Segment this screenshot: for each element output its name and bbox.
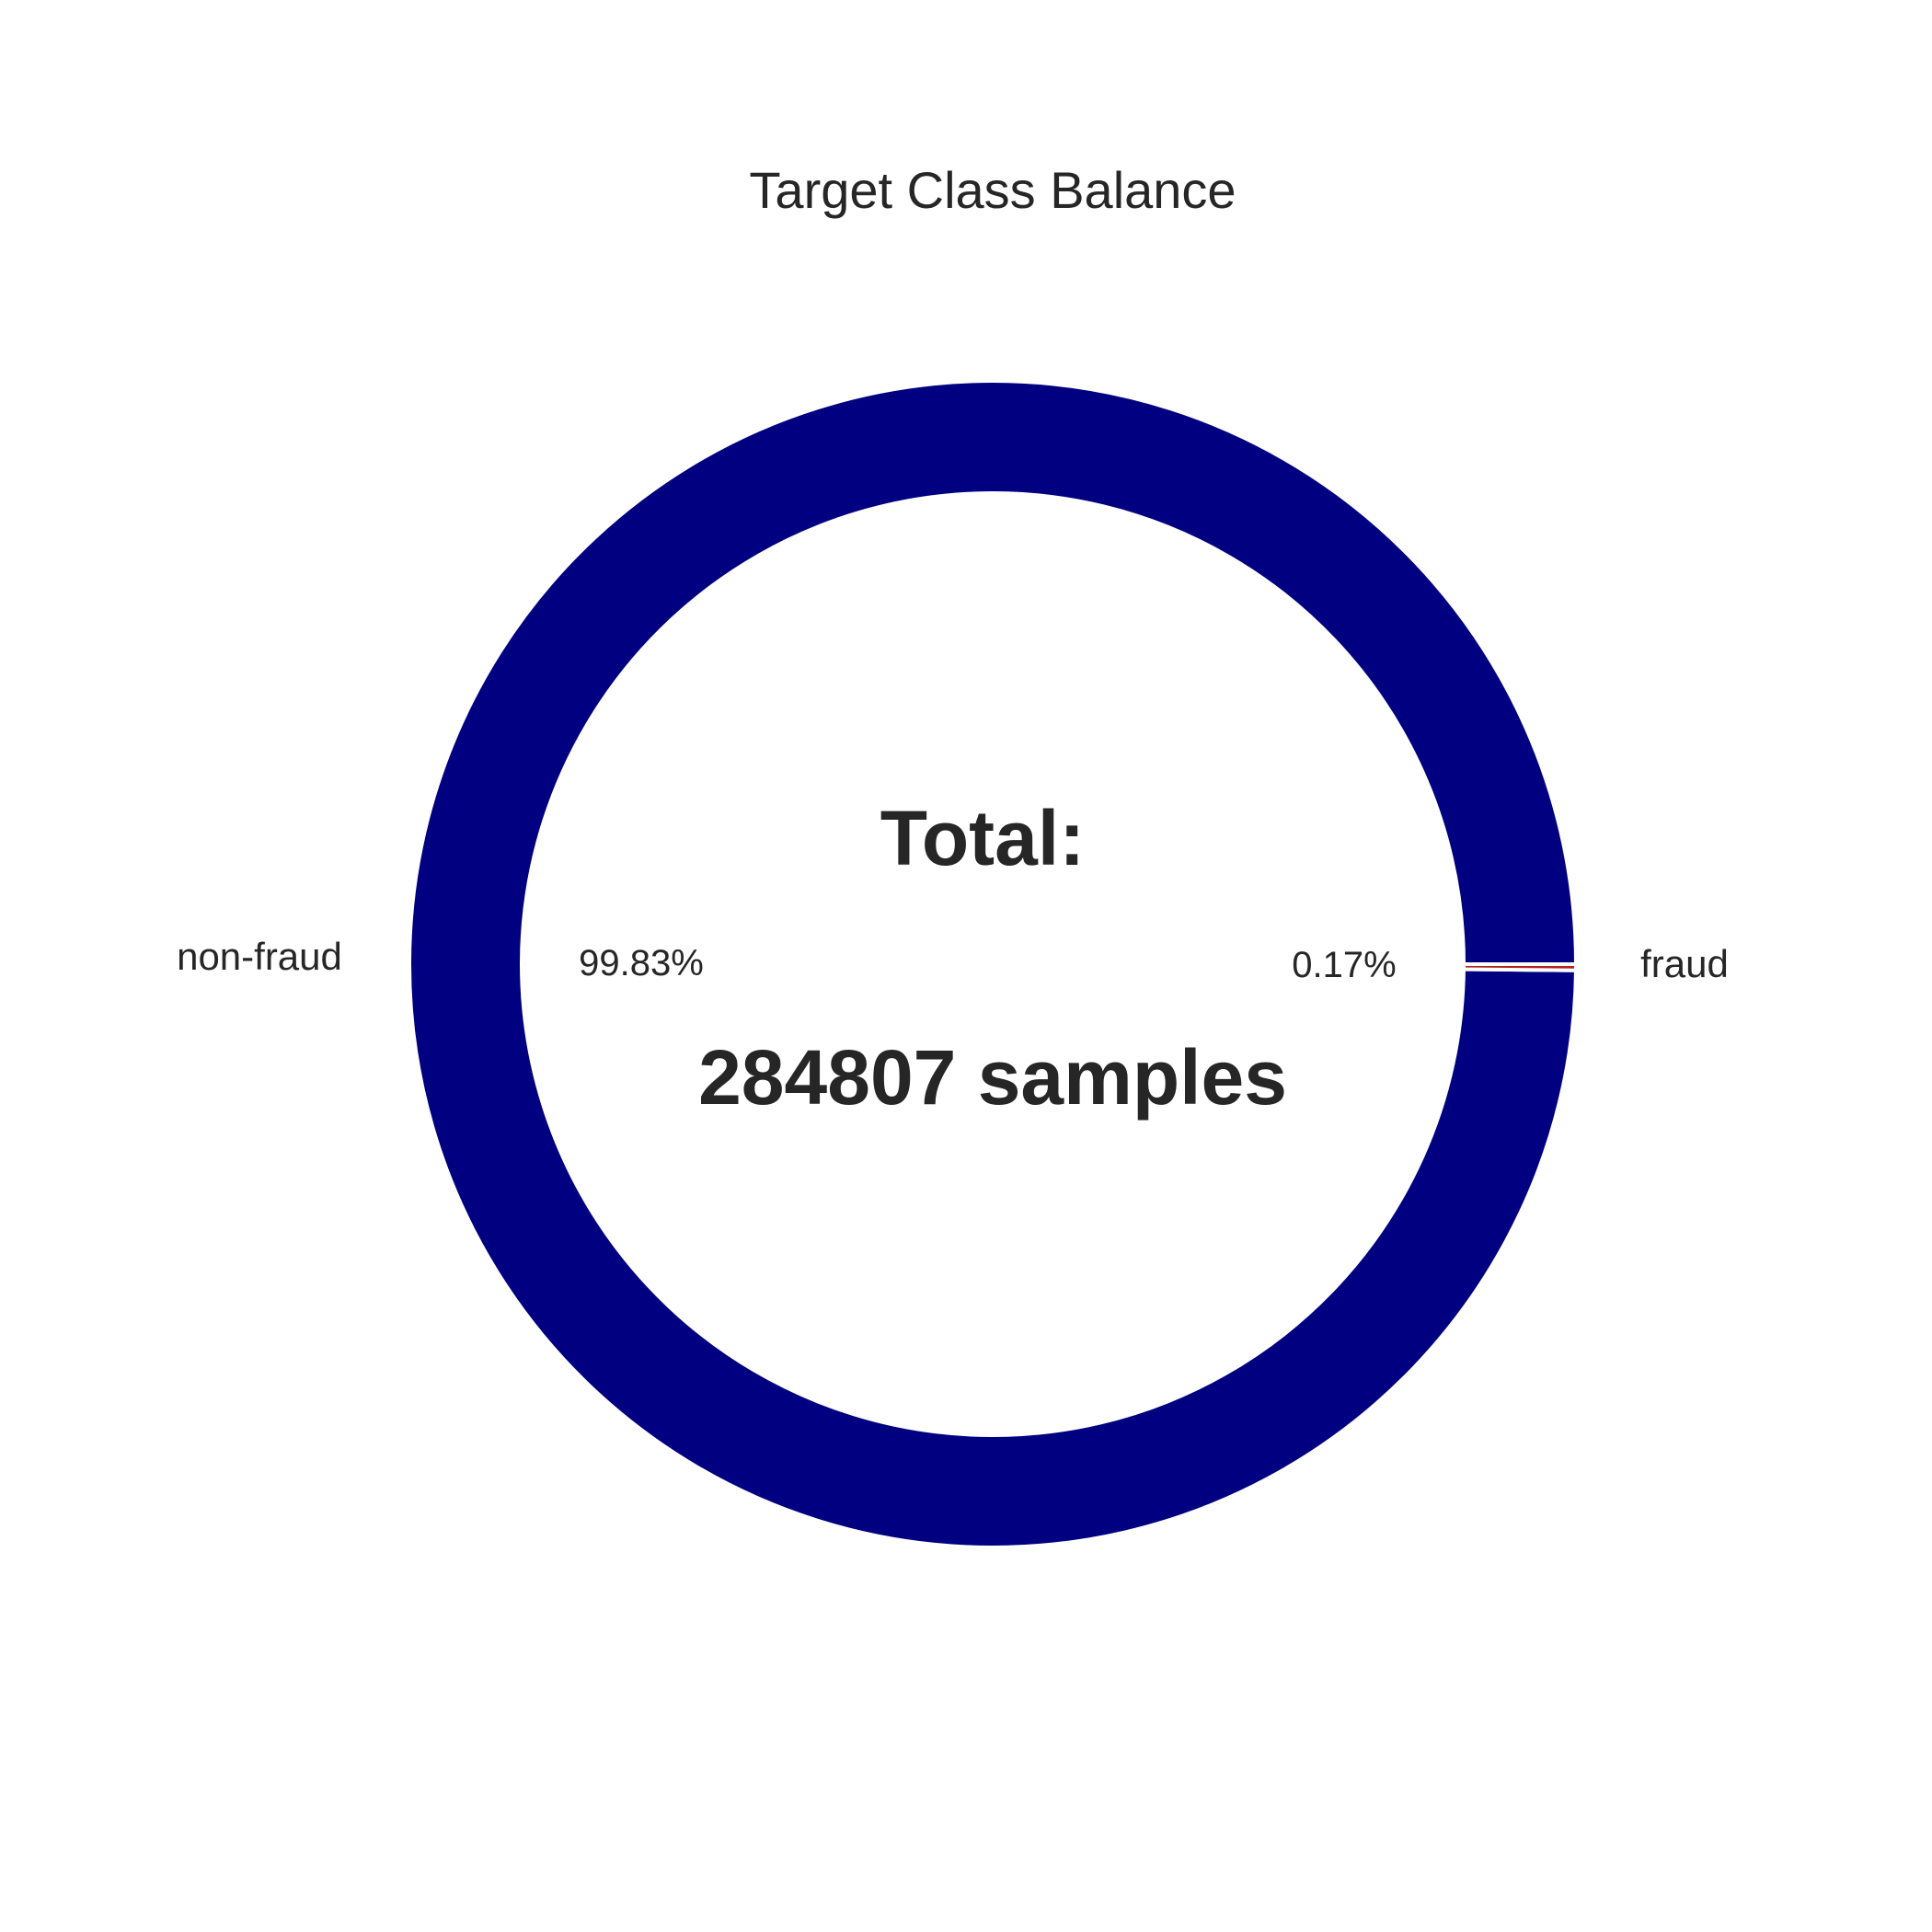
slice-fraud xyxy=(1461,962,1579,972)
slice-group xyxy=(408,378,1579,1549)
chart-title: Target Class Balance xyxy=(749,161,1236,219)
center-sample-count: 284807 samples xyxy=(698,1034,1287,1121)
slice-non-fraud xyxy=(408,378,1579,1549)
value-label-fraud: 0.17% xyxy=(1292,945,1396,985)
center-total-label: Total: xyxy=(880,795,1085,881)
category-label-non-fraud: non-fraud xyxy=(177,935,342,978)
value-label-non-fraud: 99.83% xyxy=(579,943,704,983)
category-label-fraud: fraud xyxy=(1640,942,1729,985)
